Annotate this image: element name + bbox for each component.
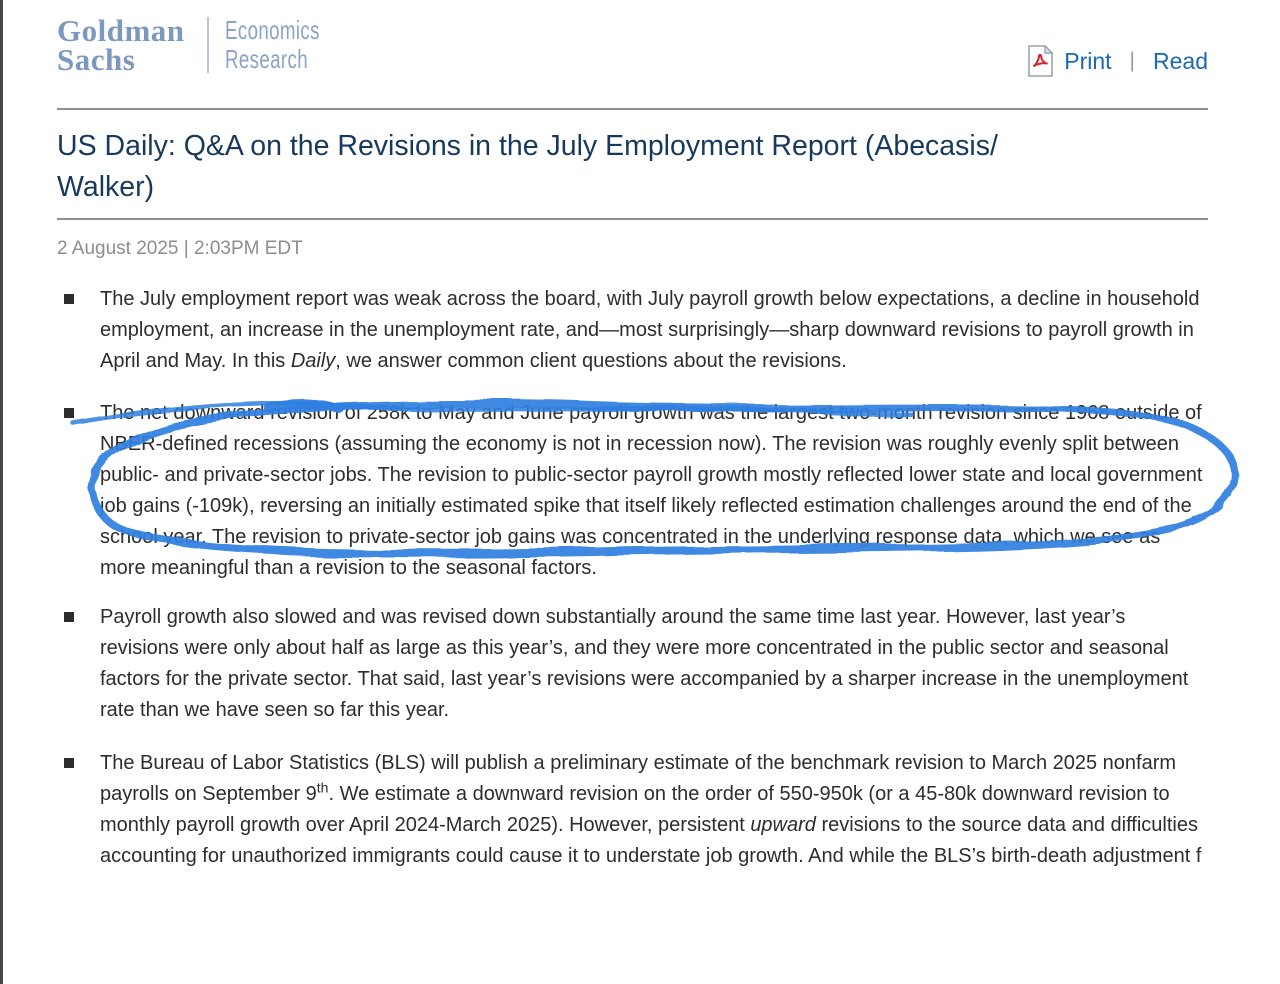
logo-line-1: Goldman (57, 13, 185, 48)
rule-below-title (57, 218, 1208, 220)
bullet-text-1: The July employment report was weak acro… (100, 288, 1200, 372)
bullet-text-2: The net downward revision of 258k to May… (100, 402, 1203, 579)
logo-line-2: Sachs (57, 42, 136, 77)
square-bullet-icon (64, 408, 74, 418)
rule-above-title (57, 108, 1208, 110)
division-label: Economics Research (225, 16, 320, 74)
summary-bullet-list: The July employment report was weak acro… (57, 284, 1203, 872)
square-bullet-icon (64, 294, 74, 304)
bullet-item-3: Payroll growth also slowed and was revis… (57, 602, 1203, 726)
print-button[interactable]: Print (1027, 45, 1112, 77)
pdf-icon[interactable] (1027, 45, 1054, 77)
bullet-text-4: The Bureau of Labor Statistics (BLS) wil… (100, 752, 1202, 867)
read-label[interactable]: Read (1153, 47, 1208, 74)
logo-divider (206, 17, 209, 73)
masthead: Goldman Sachs Economics Research (57, 13, 356, 77)
actions-separator: | (1129, 49, 1136, 72)
read-button[interactable]: Read (1153, 48, 1208, 75)
bullet-item-4: The Bureau of Labor Statistics (BLS) wil… (57, 748, 1203, 872)
bullet-item-1: The July employment report was weak acro… (57, 284, 1203, 377)
bullet-text-3: Payroll growth also slowed and was revis… (100, 606, 1189, 721)
square-bullet-icon (64, 612, 74, 622)
screen-edge (0, 0, 3, 984)
page-title: US Daily: Q&A on the Revisions in the Ju… (57, 130, 998, 203)
division-line-2: Research (224, 44, 308, 74)
print-label[interactable]: Print (1064, 47, 1112, 74)
division-line-1: Economics (224, 15, 320, 45)
publish-dateline: 2 August 2025 | 2:03PM EDT (57, 238, 303, 259)
square-bullet-icon (64, 758, 74, 768)
goldman-sachs-logo: Goldman Sachs (57, 13, 185, 77)
bullet-item-2: The net downward revision of 258k to May… (57, 398, 1203, 584)
document-actions: Print | Read (1027, 45, 1208, 77)
